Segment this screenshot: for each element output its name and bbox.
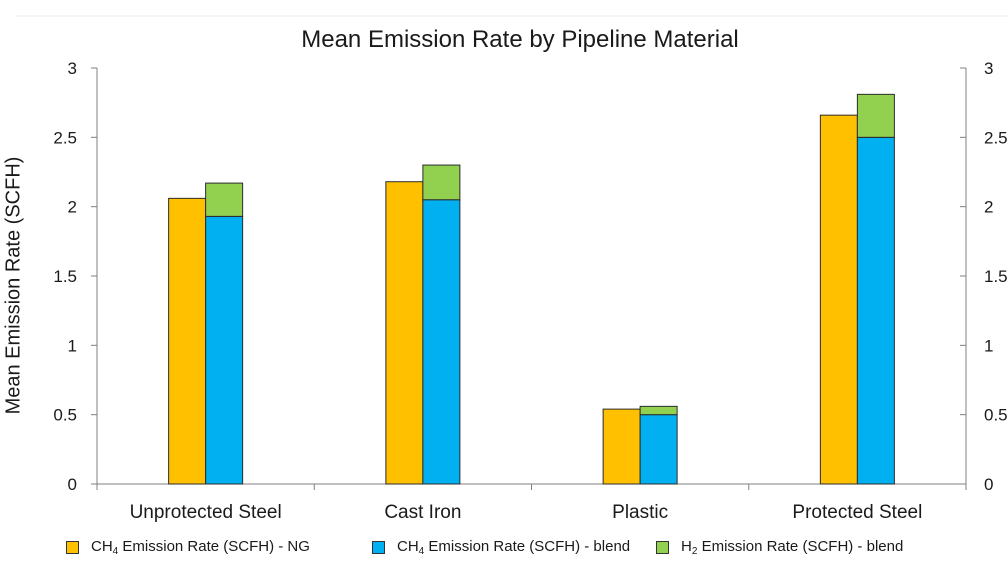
legend-swatch-ch4-blend — [372, 541, 385, 554]
y-tick-label-right: 1.5 — [984, 267, 1008, 286]
legend-label-ch4-blend-rest: Emission Rate (SCFH) - blend — [424, 538, 631, 555]
legend-swatch-h2-blend — [656, 541, 669, 554]
y-tick-label-right: 0.5 — [984, 406, 1008, 425]
y-tick-label-right: 1 — [984, 336, 993, 355]
legend-label-ch4-ng-rest: Emission Rate (SCFH) - NG — [118, 538, 310, 555]
y-tick-label-right: 3 — [984, 59, 993, 78]
legend-swatch-ch4-ng — [66, 541, 79, 554]
y-tick-label-left: 0.5 — [53, 406, 77, 425]
legend-label-h2-blend-rest: Emission Rate (SCFH) - blend — [697, 538, 904, 555]
bar-ch4-blend — [639, 414, 678, 485]
x-category-label: Unprotected Steel — [130, 502, 282, 523]
bar-h2-blend — [856, 93, 895, 138]
legend-label-h2-blend-main: H — [681, 538, 692, 555]
legend-label-ch4-blend-sub: 4 — [418, 546, 425, 557]
y-tick-label-right: 2 — [984, 198, 993, 217]
legend-label-h2-blend: H2 Emission Rate (SCFH) - blend — [681, 538, 903, 557]
y-tick-label-left: 2.5 — [53, 128, 77, 147]
y-axis-title: Mean Emission Rate (SCFH) — [2, 156, 25, 415]
bar-ch4-blend — [422, 199, 461, 485]
bar-h2-blend — [422, 164, 461, 201]
bar-ch4-blend — [856, 136, 895, 485]
bar-ch4-ng — [819, 114, 858, 485]
bar-h2-blend — [639, 405, 678, 416]
chart-title: Mean Emission Rate by Pipeline Material — [301, 26, 739, 53]
bar-ch4-ng — [602, 408, 641, 485]
bar-ch4-ng — [168, 197, 207, 485]
x-category-label: Plastic — [612, 502, 668, 523]
legend-item-ch4-blend: CH4 Emission Rate (SCFH) - blend — [372, 538, 630, 557]
legend: CH4 Emission Rate (SCFH) - NG CH4 Emissi… — [66, 538, 1006, 562]
y-tick-label-right: 2.5 — [984, 128, 1008, 147]
legend-label-ch4-ng-main: CH — [91, 538, 113, 555]
legend-label-ch4-blend-main: CH — [397, 538, 419, 555]
y-tick-label-left: 3 — [68, 59, 77, 78]
bar-ch4-blend — [205, 215, 244, 485]
legend-item-h2-blend: H2 Emission Rate (SCFH) - blend — [656, 538, 903, 557]
legend-label-ch4-ng: CH4 Emission Rate (SCFH) - NG — [91, 538, 310, 557]
y-tick-label-left: 1.5 — [53, 267, 77, 286]
legend-label-ch4-ng-sub: 4 — [112, 546, 119, 557]
legend-item-ch4-ng: CH4 Emission Rate (SCFH) - NG — [66, 538, 310, 557]
y-tick-label-left: 0 — [68, 475, 77, 494]
bar-ch4-ng — [385, 181, 424, 485]
y-tick-label-left: 2 — [68, 198, 77, 217]
x-category-label: Cast Iron — [384, 502, 461, 523]
legend-label-ch4-blend: CH4 Emission Rate (SCFH) - blend — [397, 538, 630, 557]
x-category-label: Protected Steel — [792, 502, 922, 523]
y-tick-label-right: 0 — [984, 475, 993, 494]
bar-h2-blend — [205, 182, 244, 217]
y-tick-label-left: 1 — [68, 336, 77, 355]
legend-label-h2-blend-sub: 2 — [691, 546, 698, 557]
